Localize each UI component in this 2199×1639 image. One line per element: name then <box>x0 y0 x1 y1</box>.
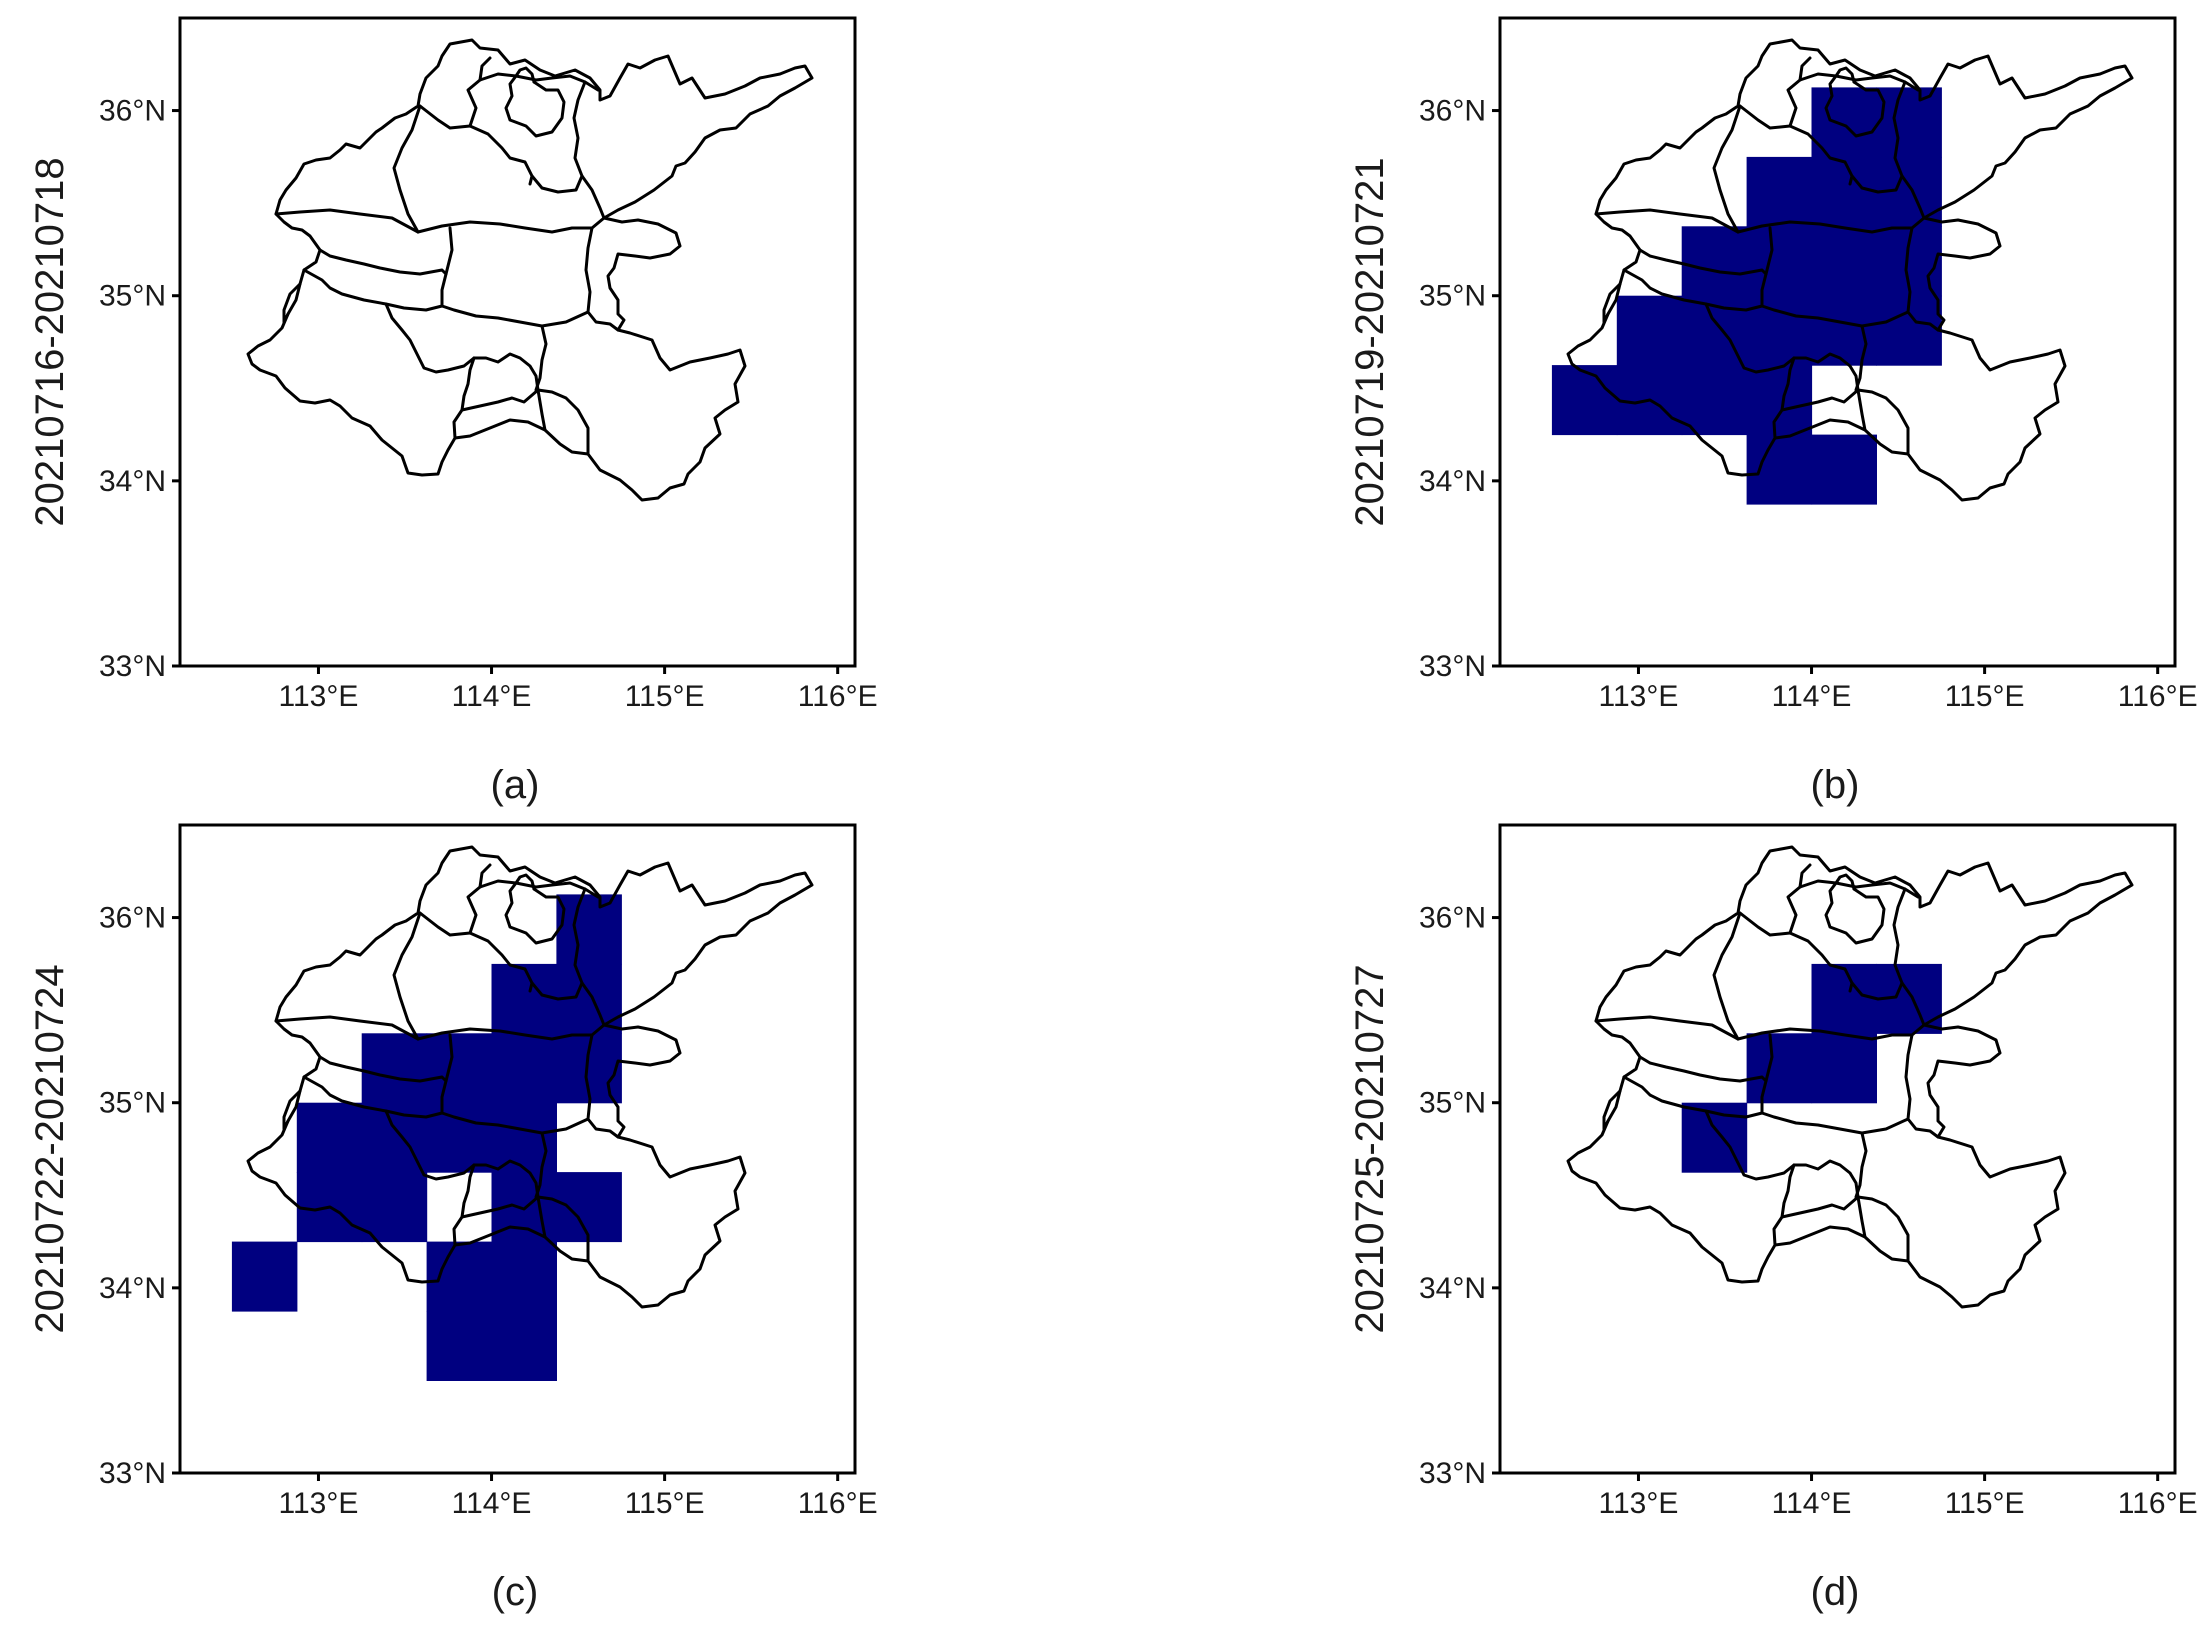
y-axis-ticks-d: 33°N 34°N 35°N 36°N <box>1419 902 1500 1490</box>
x-tick-label-b-1: 114°E <box>1772 680 1852 713</box>
panel-a-caption: (a) <box>491 763 540 807</box>
rainfall-cell-b-17 <box>1746 365 1813 436</box>
rainfall-cell-c-19 <box>491 1311 557 1381</box>
y-tick-label-c-0: 33°N <box>99 1457 166 1490</box>
y-tick-label-a-3: 36°N <box>99 95 166 128</box>
rainfall-cell-d-3 <box>1811 1033 1877 1104</box>
rainfall-cell-c-15 <box>231 1241 298 1312</box>
x-axis-ticks-d: 113°E 114°E 115°E 116°E <box>1599 1473 2198 1520</box>
rainfall-cell-d-2 <box>1746 1033 1813 1104</box>
rainfall-cell-c-3 <box>361 1033 428 1104</box>
map-panel-a: 113°E 114°E 115°E 116°E 33°N 34°N 35°N 36°N <box>99 16 878 713</box>
x-tick-label-a-2: 115°E <box>625 680 705 713</box>
y-axis-ticks-a: 33°N 34°N 35°N 36°N <box>99 95 180 683</box>
x-tick-label-a-1: 114°E <box>452 680 532 713</box>
x-tick-label-b-3: 116°E <box>2118 680 2198 713</box>
x-tick-label-b-2: 115°E <box>1945 680 2025 713</box>
rainfall-cell-b-3 <box>1811 156 1877 227</box>
rainfall-cell-b-9 <box>1616 295 1683 366</box>
rainfall-cell-b-7 <box>1811 226 1877 297</box>
x-tick-label-d-0: 113°E <box>1599 1487 1679 1520</box>
map-frame-a <box>178 16 857 668</box>
map-frame-b <box>1498 16 2177 668</box>
x-tick-label-a-0: 113°E <box>279 680 359 713</box>
rainfall-cell-c-5 <box>491 1033 557 1104</box>
x-axis-ticks-b: 113°E 114°E 115°E 116°E <box>1599 666 2198 713</box>
y-tick-label-d-2: 35°N <box>1419 1087 1486 1120</box>
x-tick-label-d-3: 116°E <box>2118 1487 2198 1520</box>
panel-d-side-label: 20210725-20210727 <box>1348 964 1392 1333</box>
map-panel-d: 113°E 114°E 115°E 116°E 33°N 34°N 35°N 36°N <box>1419 823 2198 1520</box>
rainfall-cell-c-10 <box>491 1102 557 1173</box>
rainfall-cell-c-4 <box>426 1033 493 1104</box>
x-tick-label-b-0: 113°E <box>1599 680 1679 713</box>
x-tick-label-c-1: 114°E <box>452 1487 532 1520</box>
rainfall-cell-b-5 <box>1681 226 1748 297</box>
panel-b-side-label: 20210719-20210721 <box>1348 157 1392 526</box>
y-tick-label-d-0: 33°N <box>1419 1457 1486 1490</box>
rainfall-cell-b-14 <box>1551 365 1618 436</box>
rainfall-cell-c-17 <box>491 1241 557 1312</box>
rainfall-cell-b-0 <box>1811 87 1877 158</box>
rainfall-cell-c-7 <box>296 1102 363 1173</box>
region-boundaries-a <box>246 38 814 502</box>
y-tick-label-c-2: 35°N <box>99 1087 166 1120</box>
y-tick-label-a-2: 35°N <box>99 280 166 313</box>
rainfall-cell-b-2 <box>1746 156 1813 227</box>
rainfall-cell-b-18 <box>1746 434 1813 505</box>
rainfall-cell-c-16 <box>426 1241 493 1312</box>
y-tick-label-b-1: 34°N <box>1419 465 1486 498</box>
panel-d-caption: (d) <box>1811 1570 1860 1614</box>
y-tick-label-d-1: 34°N <box>1419 1272 1486 1305</box>
x-tick-label-d-1: 114°E <box>1772 1487 1852 1520</box>
y-tick-label-d-3: 36°N <box>1419 902 1486 935</box>
rainfall-cell-c-18 <box>426 1311 493 1381</box>
rainfall-cell-b-16 <box>1681 365 1748 436</box>
rainfall-cell-b-12 <box>1811 295 1877 366</box>
y-tick-label-b-0: 33°N <box>1419 650 1486 683</box>
rainfall-cell-c-0 <box>556 894 622 965</box>
x-tick-label-c-2: 115°E <box>625 1487 705 1520</box>
x-tick-label-c-0: 113°E <box>279 1487 359 1520</box>
panel-a-side-label: 20210716-20210718 <box>28 157 72 526</box>
x-tick-label-a-3: 116°E <box>798 680 878 713</box>
map-panel-c: 113°E 114°E 115°E 116°E 33°N 34°N 35°N 36°N <box>99 823 878 1520</box>
map-frame-d <box>1498 823 2177 1475</box>
y-axis-ticks-c: 33°N 34°N 35°N 36°N <box>99 902 180 1490</box>
x-tick-label-d-2: 115°E <box>1945 1487 2025 1520</box>
y-axis-ticks-b: 33°N 34°N 35°N 36°N <box>1419 95 1500 683</box>
rainfall-cell-c-12 <box>361 1172 428 1243</box>
x-tick-label-c-3: 116°E <box>798 1487 878 1520</box>
rainfall-cell-d-0 <box>1811 963 1877 1034</box>
rainfall-cell-c-1 <box>491 963 557 1034</box>
y-tick-label-b-2: 35°N <box>1419 280 1486 313</box>
y-tick-label-c-3: 36°N <box>99 902 166 935</box>
y-tick-label-a-1: 34°N <box>99 465 166 498</box>
panel-b-caption: (b) <box>1811 763 1860 807</box>
x-axis-ticks-a: 113°E 114°E 115°E 116°E <box>279 666 878 713</box>
rainfall-cell-b-1 <box>1876 87 1942 158</box>
panel-c-side-label: 20210722-20210724 <box>28 964 72 1333</box>
y-tick-label-c-1: 34°N <box>99 1272 166 1305</box>
x-axis-ticks-c: 113°E 114°E 115°E 116°E <box>279 1473 878 1520</box>
y-tick-label-b-3: 36°N <box>1419 95 1486 128</box>
map-frame-c <box>178 823 857 1475</box>
y-tick-label-a-0: 33°N <box>99 650 166 683</box>
map-panel-b: 113°E 114°E 115°E 116°E 33°N 34°N 35°N 36°N <box>1419 16 2198 713</box>
panel-c-caption: (c) <box>492 1570 539 1614</box>
rainfall-cell-b-19 <box>1811 434 1877 505</box>
rainfall-cell-b-6 <box>1746 226 1813 297</box>
rainfall-cells-c <box>231 894 622 1381</box>
